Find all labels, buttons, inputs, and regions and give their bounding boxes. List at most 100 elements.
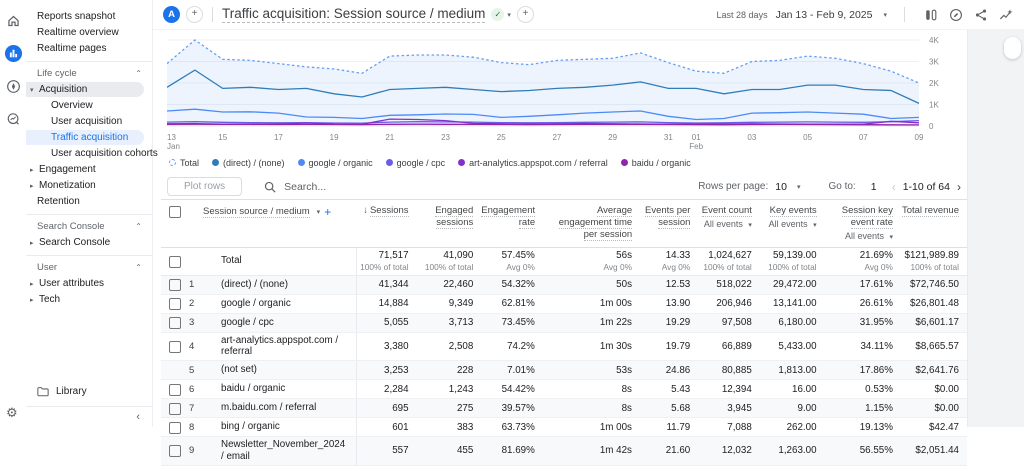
row-cell: 1,243 [448,383,474,395]
data-quality-icon[interactable]: ✓ [491,8,505,21]
add-dimension-icon[interactable]: + [324,205,332,219]
dimension-header-label[interactable]: Session source / medium [203,206,310,218]
table-row[interactable]: 8 bing / organic 601 383 63.73% 1m 00s 11.79 7,… [161,418,967,437]
explore-icon[interactable] [3,76,23,96]
table-row[interactable]: 2 google / organic 14,884 9,349 62.81% 1m 00s… [161,294,967,314]
goto-page-input[interactable] [862,179,885,194]
table-row[interactable]: 3 google / cpc 5,055 3,713 73.45% 1m 22s 19.29… [161,313,967,333]
row-source: google / cpc [207,313,357,332]
sidebar-item-acquisition[interactable]: ▾ Acquisition [26,82,144,97]
collapse-nav-button[interactable]: ‹ [26,406,152,427]
table-search [264,179,698,194]
row-cell: 695 [392,402,409,414]
row-checkbox[interactable] [169,317,181,329]
row-checkbox[interactable] [169,279,181,291]
row-cell: 557 [392,445,409,457]
row-checkbox[interactable] [169,340,181,353]
sidebar-item-user-acquisition[interactable]: User acquisition [51,116,123,127]
rows-per-page-select[interactable]: 10 [775,180,787,193]
sidebar-item-search-console[interactable]: ▸ Search Console [30,237,111,248]
table-row[interactable]: 5 (not set) 3,253 228 7.01% 53s 24.86 80,885 1,8… [161,361,967,380]
svg-text:17: 17 [274,133,283,142]
sidebar-item-engagement[interactable]: ▸ Engagement [30,164,96,175]
svg-text:2K: 2K [929,79,939,88]
advertising-icon[interactable] [3,109,23,129]
row-checkbox[interactable] [169,383,181,396]
share-icon[interactable] [972,6,989,23]
table-row[interactable]: 7 m.baidu.com / referral 695 275 39.57% 8s 5.6… [161,399,967,418]
row-checkbox[interactable] [169,445,181,458]
search-icon [264,181,276,193]
row-cell: 2,508 [448,340,474,352]
metric-filter[interactable]: All events ▾ [768,218,817,229]
chevron-right-icon: ▸ [30,166,34,174]
legend-item[interactable]: Total [169,158,199,168]
sidebar-section-search-console[interactable]: Search Console ⌃ [37,221,142,232]
pagination: Rows per page: 10 ▾ Go to: ‹ 1-10 of 64 … [698,179,961,194]
chevron-down-icon[interactable]: ▾ [796,183,801,191]
chevron-down-icon[interactable]: ▾ [316,209,321,216]
legend-item[interactable]: (direct) / (none) [212,158,285,168]
row-cell: 1,263.00 [778,445,817,457]
chevron-down-icon[interactable]: ▾ [883,11,887,19]
table-row[interactable]: 1 (direct) / (none) 41,344 22,460 54.32% 50s 1… [161,275,967,295]
date-range-picker[interactable]: Jan 13 - Feb 9, 2025 [775,8,873,21]
comparisons-icon[interactable] [922,6,939,23]
legend-item[interactable]: google / cpc [385,158,445,168]
insights-icon[interactable] [997,6,1014,23]
home-icon[interactable] [3,10,23,30]
library-item[interactable]: Library [26,382,152,400]
page-title[interactable]: Traffic acquisition: Session source / me… [222,6,486,23]
scrollbar-thumb[interactable] [1004,37,1021,59]
sidebar-item-reports-snapshot[interactable]: Reports snapshot [37,11,116,22]
legend-item[interactable]: google / organic [297,158,373,168]
avatar[interactable]: A [163,6,180,23]
sidebar-item-user-attributes[interactable]: ▸ User attributes [30,278,105,289]
row-cell: 12,032 [721,445,752,457]
table-row[interactable]: 4 art-analytics.appspot.com / referral 3,3… [161,332,967,361]
row-checkbox[interactable] [169,255,181,268]
totals-label: Total [207,247,357,275]
admin-gear-icon[interactable]: ⚙ [6,405,18,420]
svg-text:25: 25 [497,133,506,142]
table-header: Session source / medium ▾ + ↓ Sessions Engage… [161,200,967,248]
search-input[interactable] [282,179,477,194]
metric-filter[interactable]: All events ▾ [703,218,752,229]
plot-rows-button[interactable]: Plot rows [167,177,243,196]
legend-item[interactable]: art-analytics.appspot.com / referral [458,158,608,168]
row-cell: $8,665.57 [915,340,959,352]
prev-page-icon[interactable]: ‹ [891,179,896,194]
row-checkbox[interactable] [169,298,181,310]
row-cell: $72,746.50 [909,279,959,290]
sidebar-item-overview[interactable]: Overview [51,100,93,111]
add-comparison-button[interactable]: + [186,6,203,23]
add-report-tab-button[interactable]: + [516,6,534,23]
totals-cell: 71,517 100% of total [360,250,409,272]
legend-item[interactable]: baidu / organic [620,158,691,168]
metric-filter[interactable]: All events ▾ [844,230,893,241]
svg-text:01: 01 [692,133,701,142]
sidebar-item-realtime-overview[interactable]: Realtime overview [37,27,119,38]
row-checkbox[interactable] [169,402,181,415]
sidebar-item-traffic-acquisition[interactable]: Traffic acquisition [26,130,144,145]
svg-text:29: 29 [608,133,617,142]
sidebar-item-realtime-pages[interactable]: Realtime pages [37,43,107,54]
chevron-down-icon[interactable]: ▾ [507,11,511,19]
reports-icon[interactable] [3,43,23,63]
customize-report-icon[interactable] [947,6,964,23]
sidebar-item-monetization[interactable]: ▸ Monetization [30,180,96,191]
next-page-icon[interactable]: › [957,179,961,194]
select-all-checkbox[interactable] [169,206,181,218]
table-row[interactable]: 6 baidu / organic 2,284 1,243 54.42% 8s 5.43 12… [161,380,967,399]
row-checkbox[interactable] [169,421,181,434]
sidebar-section-life-cycle[interactable]: Life cycle ⌃ [37,68,142,79]
sort-desc-icon[interactable]: ↓ [363,205,368,216]
row-index: 3 [189,317,195,328]
row-cell: 3,253 [384,364,409,376]
sidebar-section-user[interactable]: User ⌃ [37,262,142,273]
svg-text:23: 23 [441,133,450,142]
sidebar-item-user-acquisition-cohorts[interactable]: User acquisition cohorts [51,148,158,159]
table-row[interactable]: 9 Newsletter_November_2024 / email 557 455 8… [161,437,967,466]
sidebar-item-retention[interactable]: Retention [37,196,80,207]
sidebar-item-tech[interactable]: ▸ Tech [30,294,61,305]
